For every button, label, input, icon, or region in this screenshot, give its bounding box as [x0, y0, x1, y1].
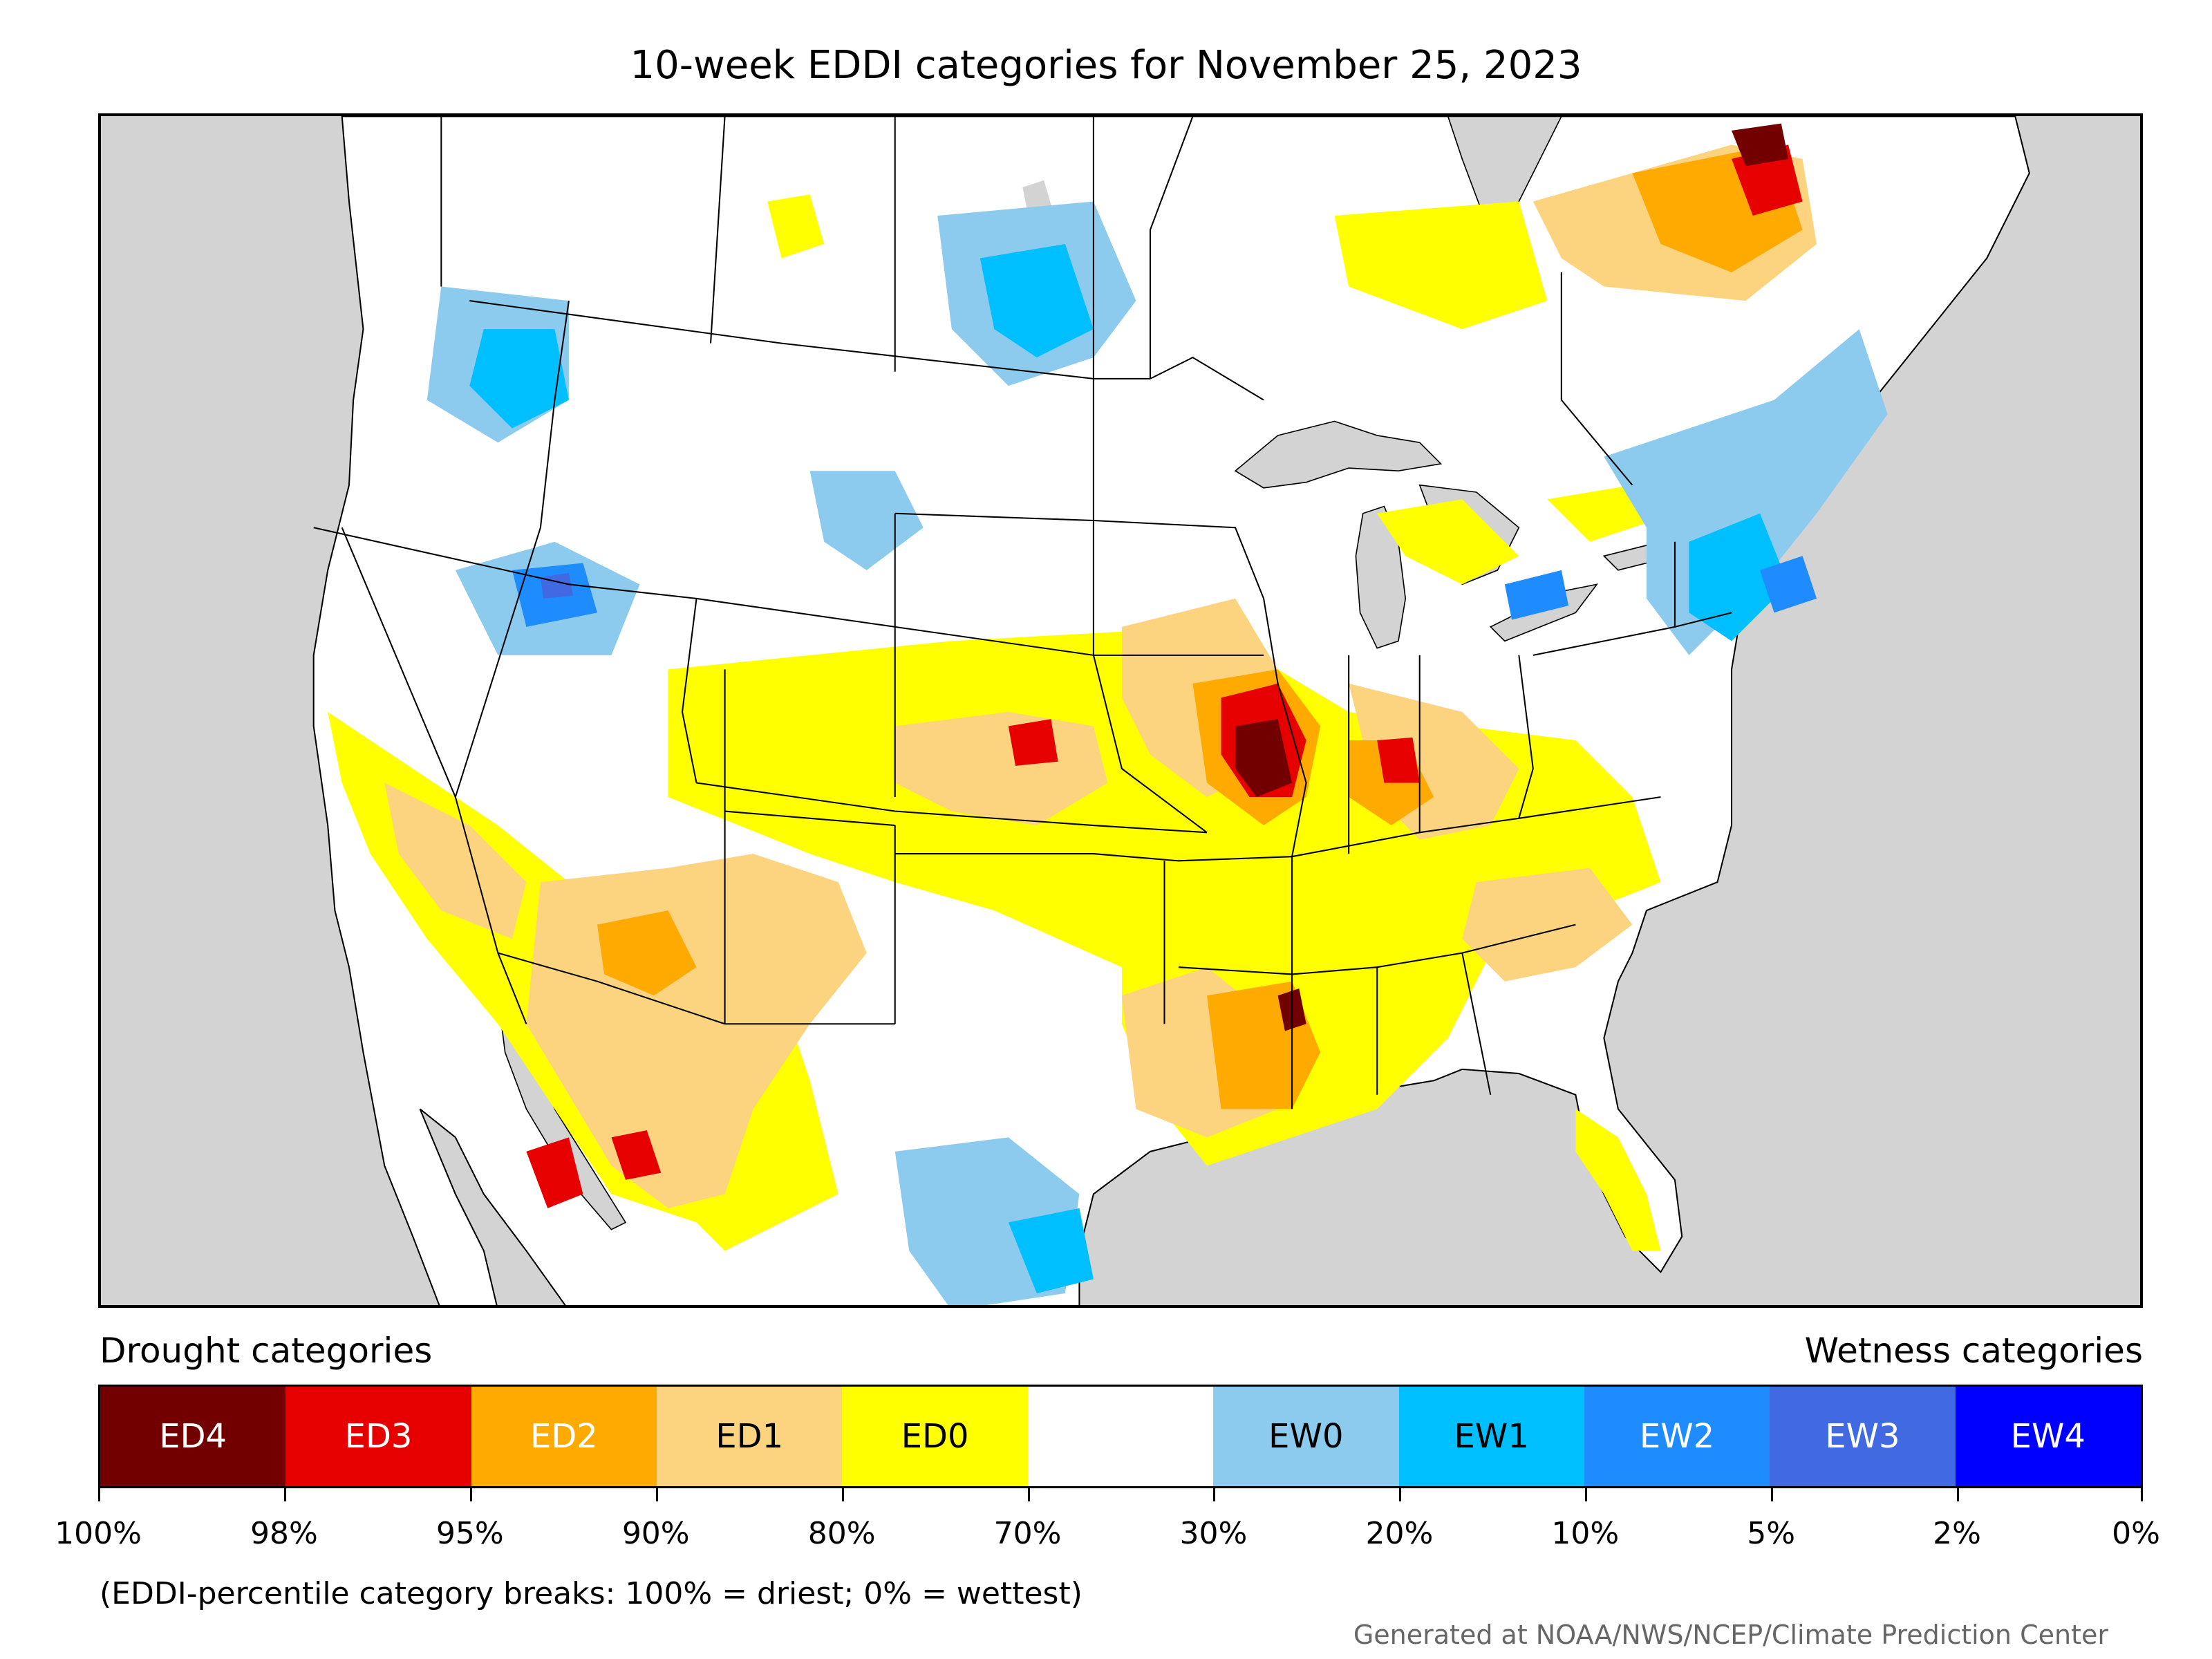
colorbar-tick-label: 100%	[55, 1516, 142, 1551]
lake-superior	[1234, 420, 1443, 489]
map-title: 10-week EDDI categories for November 25,…	[630, 43, 1582, 88]
category-breaks-note: (EDDI-percentile category breaks: 100% =…	[100, 1576, 1082, 1611]
colorbar-cell-normal	[1027, 1387, 1214, 1486]
colorbar-cell-ew4: EW4	[1955, 1387, 2141, 1486]
state-boundaries	[313, 300, 1732, 1109]
drought-heading: Drought categories	[100, 1331, 433, 1371]
colorbar-tick-label: 98%	[250, 1516, 318, 1551]
colorbar-cell-ed2: ED2	[471, 1387, 657, 1486]
colorbar-cell-ed1: ED1	[657, 1387, 843, 1486]
category-colorbar: ED4 ED3 ED2 ED1 ED0 EW0 EW1 EW2 EW3 EW4	[98, 1385, 2143, 1488]
colorbar-tick-label: 20%	[1365, 1516, 1434, 1551]
international-border	[440, 116, 1633, 486]
colorbar-tick	[1771, 1486, 1774, 1501]
eddi-map	[98, 113, 2143, 1308]
colorbar-tick	[1213, 1486, 1216, 1501]
colorbar-tick-label: 2%	[1933, 1516, 1981, 1551]
colorbar-cell-ew0: EW0	[1213, 1387, 1399, 1486]
colorbar-cell-ew3: EW3	[1770, 1387, 1956, 1486]
colorbar-tick	[98, 1486, 100, 1501]
colorbar-tick	[1585, 1486, 1588, 1501]
colorbar-tick-label: 70%	[993, 1516, 1062, 1551]
colorbar-tick-label: 5%	[1747, 1516, 1796, 1551]
colorbar-tick	[2141, 1486, 2143, 1501]
colorbar-tick	[655, 1486, 658, 1501]
colorbar-cell-ew1: EW1	[1398, 1387, 1584, 1486]
colorbar-tick	[1957, 1486, 1960, 1501]
colorbar-tick	[469, 1486, 472, 1501]
credit-line: Generated at NOAA/NWS/NCEP/Climate Predi…	[1353, 1620, 2108, 1650]
colorbar-cell-ed4: ED4	[100, 1387, 286, 1486]
colorbar-tick-label: 95%	[435, 1516, 504, 1551]
colorbar-cell-ed3: ED3	[285, 1387, 471, 1486]
colorbar-tick	[841, 1486, 844, 1501]
map-canvas	[101, 116, 2140, 1305]
colorbar-cell-ed0: ED0	[842, 1387, 1028, 1486]
colorbar-tick-label: 10%	[1551, 1516, 1620, 1551]
colorbar-tick	[1399, 1486, 1402, 1501]
colorbar-tick	[1027, 1486, 1030, 1501]
colorbar-tick-label: 30%	[1179, 1516, 1248, 1551]
colorbar-tick-label: 80%	[807, 1516, 876, 1551]
colorbar-tick	[283, 1486, 286, 1501]
colorbar-tick-label: 90%	[621, 1516, 690, 1551]
wetness-heading: Wetness categories	[1804, 1331, 2143, 1371]
colorbar-ticks	[98, 1486, 2143, 1507]
colorbar-cell-ew2: EW2	[1584, 1387, 1770, 1486]
colorbar-tick-label: 0%	[2112, 1516, 2160, 1551]
